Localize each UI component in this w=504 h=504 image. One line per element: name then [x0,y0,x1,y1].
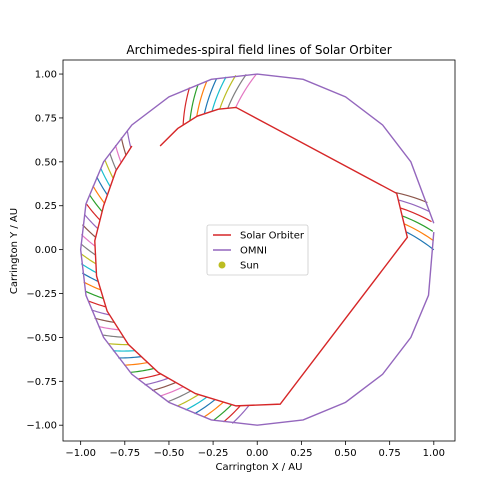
field-line [203,78,218,114]
field-line [394,191,428,204]
field-line [82,224,97,238]
field-line [194,399,216,415]
field-line [223,405,241,423]
field-line [80,233,96,247]
field-line [211,76,227,112]
field-line [159,386,184,397]
field-line [126,130,132,148]
field-line [86,203,101,221]
legend-swatch [218,261,226,269]
field-line [107,342,129,346]
y-tick-label: 0.25 [35,201,57,212]
field-line [213,404,233,421]
field-line [398,199,430,213]
x-tick-label: −0.50 [154,448,185,459]
x-tick-label: 0.00 [246,448,268,459]
y-tick-label: 0.50 [35,157,57,168]
field-line [168,390,192,402]
legend-box [206,224,309,276]
y-tick-label: 0.00 [35,245,57,256]
field-line [80,263,97,274]
y-tick-label: −0.25 [26,289,57,300]
field-line [81,272,99,282]
field-line [144,377,169,386]
field-line [182,87,191,126]
field-line [102,334,124,338]
x-tick-label: −1.00 [65,448,96,459]
omni-line [79,73,435,426]
legend-label: OMNI [240,246,267,257]
field-line [96,176,108,196]
field-line [91,309,110,316]
legend: Solar Orbiter OMNI Sun [206,224,309,276]
y-tick-label: 0.75 [35,113,57,124]
x-tick-label: 1.00 [423,448,445,459]
legend-label: Solar Orbiter [240,231,305,242]
field-line [120,137,127,156]
field-line [203,401,224,418]
chart-title: Archimedes-spiral field lines of Solar O… [126,43,391,57]
field-line [94,317,115,324]
y-axis: −1.00 −0.75 −0.50 −0.25 0.00 0.25 0.50 0.75 1.00 [26,70,63,432]
field-line [137,373,161,380]
x-tick-label: 0.25 [290,448,312,459]
field-line [88,300,107,308]
field-line [403,223,434,242]
field-line [114,144,122,163]
field-line [98,325,120,331]
field-line [189,83,199,121]
field-line [401,215,434,232]
field-line [85,290,104,299]
x-tick-label: −0.25 [198,448,229,459]
field-line [80,243,96,256]
field-line [130,367,155,373]
x-axis: −1.00 −0.75 −0.50 −0.25 0.00 0.25 0.50 0.75 1.00 [65,441,445,459]
field-line [235,73,257,108]
x-tick-label: 0.50 [334,448,356,459]
plot-frame [62,59,456,442]
field-line [109,152,117,171]
x-tick-label: 0.75 [379,448,401,459]
field-line [176,394,199,407]
field-line [185,396,208,411]
plot-area [79,73,435,426]
field-line [83,281,101,291]
field-line [100,168,111,188]
field-line [83,213,99,230]
field-line [118,356,142,359]
field-line [405,231,435,251]
y-tick-label: −1.00 [26,421,57,432]
solar-orbiter-line [94,106,409,407]
field-line [227,74,247,109]
field-line [400,207,432,223]
x-axis-label: Carrington X / AU [216,462,303,473]
field-line [219,75,237,110]
x-tick-label: −0.75 [109,448,140,459]
field-line [80,253,97,265]
y-axis-label: Carrington Y / AU [9,208,20,294]
field-line [151,381,177,392]
field-line [124,361,148,366]
field-line [196,81,208,117]
legend-label: Sun [240,261,259,272]
field-line [231,404,250,424]
y-tick-label: −0.50 [26,333,57,344]
y-tick-label: 1.00 [35,70,57,81]
field-line [104,160,114,179]
field-line [92,185,105,204]
y-tick-label: −0.75 [26,377,57,388]
field-line [89,194,103,213]
